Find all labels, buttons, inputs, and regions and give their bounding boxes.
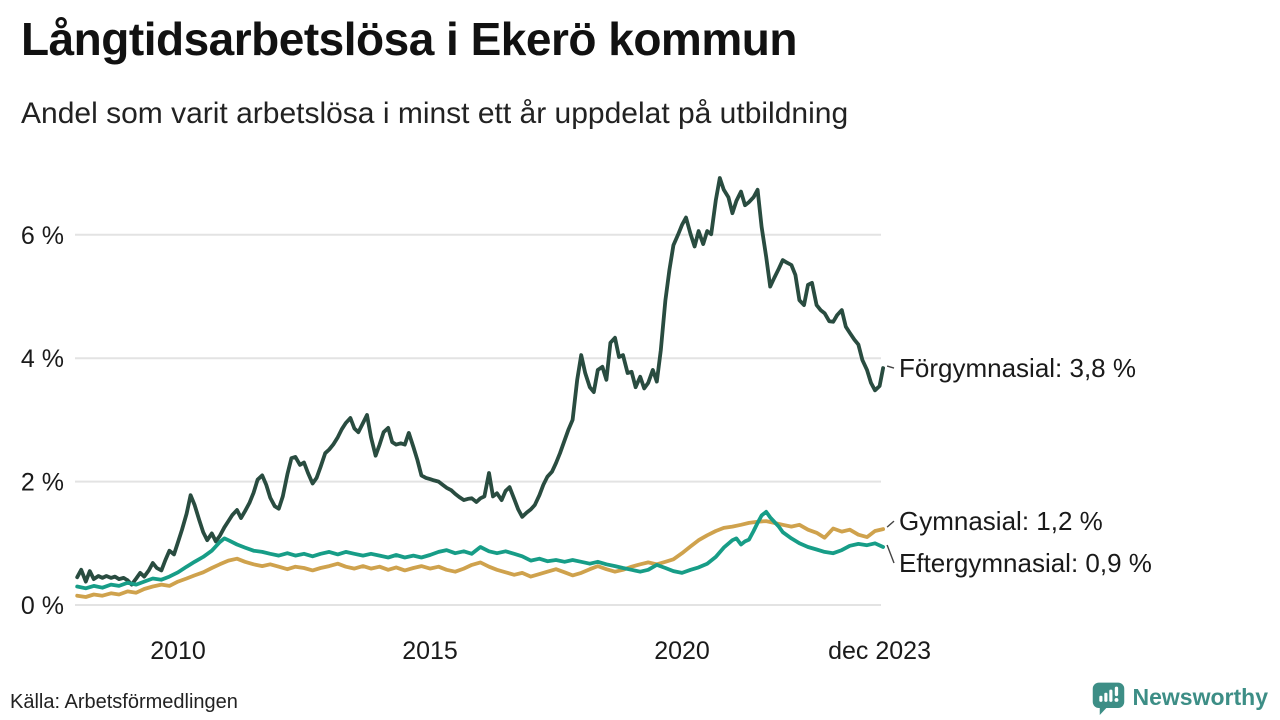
x-tick-label: 2010 (150, 637, 206, 665)
x-tick-label: dec 2023 (828, 637, 931, 665)
y-tick-label: 0 % (21, 592, 64, 620)
y-tick-label: 4 % (21, 345, 64, 373)
label-connector (886, 544, 895, 564)
series-line-eftergymnasial (75, 509, 885, 591)
newsworthy-wordmark: Newsworthy (1132, 684, 1268, 710)
y-tick-label: 2 % (21, 469, 64, 497)
chart-subtitle: Andel som varit arbetslösa i minst ett å… (21, 97, 849, 130)
series-end-label-gymnasial: Gymnasial: 1,2 % (899, 506, 1103, 536)
newsworthy-logo: Newsworthy (1091, 680, 1268, 715)
newsworthy-bar-chart-speech-bubble-icon (1092, 682, 1124, 715)
series-end-label-eftergymnasial: Eftergymnasial: 0,9 % (899, 548, 1152, 578)
source-note: Källa: Arbetsförmedlingen (10, 691, 238, 713)
label-connector (886, 520, 895, 528)
y-tick-label: 6 % (21, 222, 64, 250)
chart-title: Långtidsarbetslösa i Ekerö kommun (21, 13, 797, 65)
label-connector (886, 365, 895, 369)
series-line-gymnasial (75, 519, 885, 599)
series-end-label-förgymnasial: Förgymnasial: 3,8 % (899, 353, 1136, 383)
series-line-förgymnasial (75, 176, 885, 587)
x-tick-label: 2020 (654, 637, 710, 665)
x-tick-label: 2015 (402, 637, 458, 665)
